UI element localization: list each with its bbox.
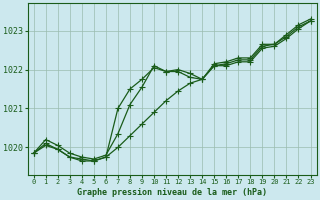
X-axis label: Graphe pression niveau de la mer (hPa): Graphe pression niveau de la mer (hPa): [77, 188, 267, 197]
